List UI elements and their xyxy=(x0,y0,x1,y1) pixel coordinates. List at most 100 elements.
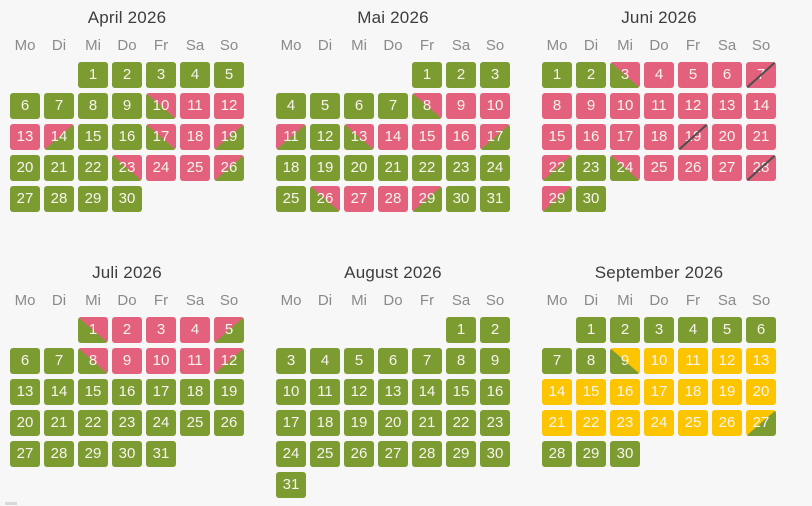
day-cell[interactable]: 1 xyxy=(78,317,108,343)
day-cell[interactable]: 30 xyxy=(112,186,142,212)
day-cell[interactable]: 29 xyxy=(542,186,572,212)
day-cell[interactable]: 2 xyxy=(446,62,476,88)
day-cell[interactable]: 15 xyxy=(78,124,108,150)
day-cell[interactable]: 18 xyxy=(180,379,210,405)
day-cell[interactable]: 6 xyxy=(712,62,742,88)
day-cell[interactable]: 29 xyxy=(412,186,442,212)
day-cell[interactable]: 31 xyxy=(480,186,510,212)
day-cell[interactable]: 28 xyxy=(542,441,572,467)
day-cell[interactable]: 10 xyxy=(276,379,306,405)
day-cell[interactable]: 25 xyxy=(678,410,708,436)
day-cell[interactable]: 7 xyxy=(44,93,74,119)
day-cell[interactable]: 18 xyxy=(644,124,674,150)
day-cell[interactable]: 6 xyxy=(746,317,776,343)
day-cell[interactable]: 1 xyxy=(78,62,108,88)
day-cell[interactable]: 13 xyxy=(344,124,374,150)
day-cell[interactable]: 21 xyxy=(378,155,408,181)
day-cell[interactable]: 22 xyxy=(412,155,442,181)
day-cell[interactable]: 31 xyxy=(276,472,306,498)
day-cell[interactable]: 7 xyxy=(44,348,74,374)
day-cell[interactable]: 8 xyxy=(446,348,476,374)
day-cell[interactable]: 15 xyxy=(412,124,442,150)
day-cell[interactable]: 26 xyxy=(344,441,374,467)
day-cell[interactable]: 5 xyxy=(214,62,244,88)
day-cell[interactable]: 30 xyxy=(446,186,476,212)
day-cell[interactable]: 7 xyxy=(378,93,408,119)
day-cell[interactable]: 8 xyxy=(576,348,606,374)
day-cell[interactable]: 26 xyxy=(310,186,340,212)
day-cell[interactable]: 21 xyxy=(746,124,776,150)
day-cell[interactable]: 15 xyxy=(446,379,476,405)
day-cell[interactable]: 27 xyxy=(10,186,40,212)
day-cell[interactable]: 20 xyxy=(712,124,742,150)
day-cell[interactable]: 5 xyxy=(712,317,742,343)
day-cell[interactable]: 13 xyxy=(712,93,742,119)
day-cell[interactable]: 11 xyxy=(276,124,306,150)
day-cell[interactable]: 6 xyxy=(10,348,40,374)
day-cell[interactable]: 28 xyxy=(746,155,776,181)
day-cell[interactable]: 2 xyxy=(610,317,640,343)
day-cell[interactable]: 24 xyxy=(146,410,176,436)
day-cell[interactable]: 20 xyxy=(344,155,374,181)
day-cell[interactable]: 24 xyxy=(146,155,176,181)
day-cell[interactable]: 14 xyxy=(44,379,74,405)
day-cell[interactable]: 27 xyxy=(10,441,40,467)
day-cell[interactable]: 25 xyxy=(180,410,210,436)
day-cell[interactable]: 8 xyxy=(78,348,108,374)
day-cell[interactable]: 28 xyxy=(44,186,74,212)
day-cell[interactable]: 11 xyxy=(644,93,674,119)
day-cell[interactable]: 17 xyxy=(276,410,306,436)
day-cell[interactable]: 10 xyxy=(644,348,674,374)
day-cell[interactable]: 14 xyxy=(378,124,408,150)
day-cell[interactable]: 19 xyxy=(310,155,340,181)
day-cell[interactable]: 3 xyxy=(146,62,176,88)
day-cell[interactable]: 2 xyxy=(576,62,606,88)
day-cell[interactable]: 5 xyxy=(310,93,340,119)
day-cell[interactable]: 20 xyxy=(10,410,40,436)
day-cell[interactable]: 20 xyxy=(10,155,40,181)
day-cell[interactable]: 9 xyxy=(576,93,606,119)
day-cell[interactable]: 16 xyxy=(576,124,606,150)
day-cell[interactable]: 6 xyxy=(378,348,408,374)
day-cell[interactable]: 23 xyxy=(112,410,142,436)
day-cell[interactable]: 11 xyxy=(678,348,708,374)
day-cell[interactable]: 17 xyxy=(644,379,674,405)
day-cell[interactable]: 17 xyxy=(146,124,176,150)
day-cell[interactable]: 17 xyxy=(610,124,640,150)
day-cell[interactable]: 9 xyxy=(446,93,476,119)
day-cell[interactable]: 22 xyxy=(576,410,606,436)
day-cell[interactable]: 16 xyxy=(112,379,142,405)
day-cell[interactable]: 27 xyxy=(378,441,408,467)
day-cell[interactable]: 21 xyxy=(44,155,74,181)
day-cell[interactable]: 25 xyxy=(276,186,306,212)
day-cell[interactable]: 3 xyxy=(610,62,640,88)
day-cell[interactable]: 26 xyxy=(678,155,708,181)
day-cell[interactable]: 14 xyxy=(746,93,776,119)
day-cell[interactable]: 19 xyxy=(678,124,708,150)
day-cell[interactable]: 16 xyxy=(446,124,476,150)
day-cell[interactable]: 19 xyxy=(214,379,244,405)
day-cell[interactable]: 1 xyxy=(412,62,442,88)
day-cell[interactable]: 5 xyxy=(678,62,708,88)
day-cell[interactable]: 8 xyxy=(78,93,108,119)
day-cell[interactable]: 22 xyxy=(446,410,476,436)
day-cell[interactable]: 14 xyxy=(542,379,572,405)
day-cell[interactable]: 13 xyxy=(378,379,408,405)
day-cell[interactable]: 12 xyxy=(678,93,708,119)
day-cell[interactable]: 16 xyxy=(480,379,510,405)
day-cell[interactable]: 16 xyxy=(112,124,142,150)
day-cell[interactable]: 26 xyxy=(712,410,742,436)
day-cell[interactable]: 24 xyxy=(276,441,306,467)
day-cell[interactable]: 18 xyxy=(180,124,210,150)
day-cell[interactable]: 23 xyxy=(446,155,476,181)
day-cell[interactable]: 18 xyxy=(678,379,708,405)
day-cell[interactable]: 4 xyxy=(678,317,708,343)
day-cell[interactable]: 21 xyxy=(44,410,74,436)
day-cell[interactable]: 28 xyxy=(412,441,442,467)
day-cell[interactable]: 3 xyxy=(146,317,176,343)
day-cell[interactable]: 3 xyxy=(644,317,674,343)
day-cell[interactable]: 17 xyxy=(480,124,510,150)
day-cell[interactable]: 30 xyxy=(576,186,606,212)
day-cell[interactable]: 16 xyxy=(610,379,640,405)
day-cell[interactable]: 4 xyxy=(644,62,674,88)
